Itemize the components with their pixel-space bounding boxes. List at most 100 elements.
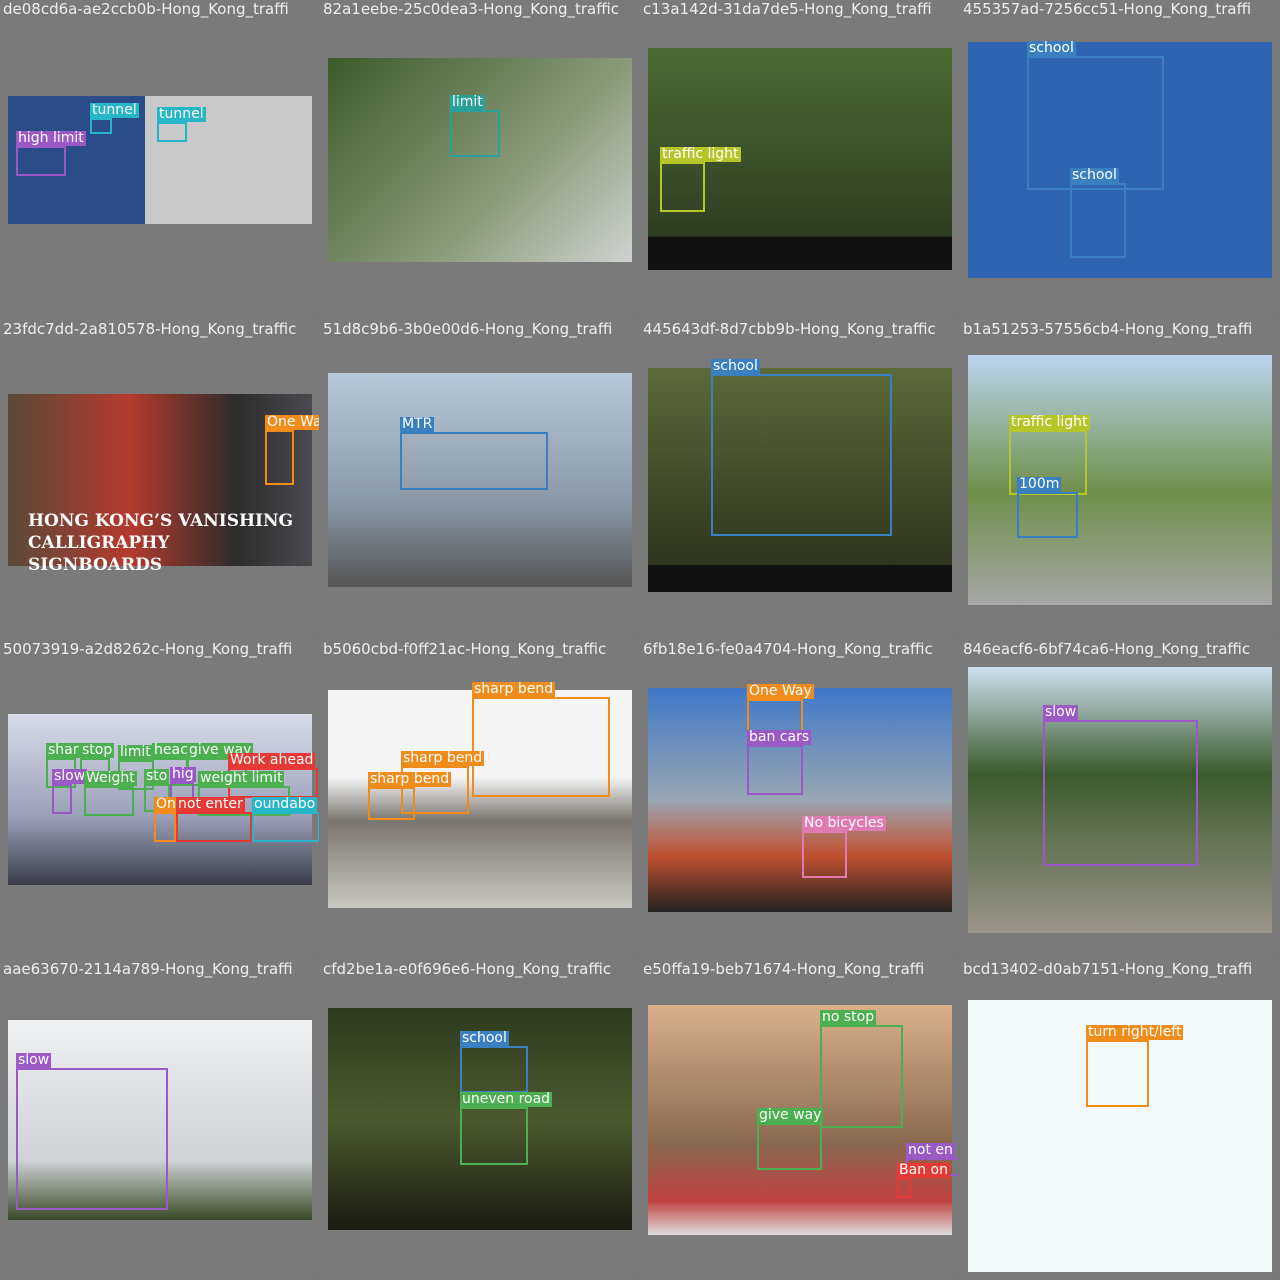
detection-label: stop — [80, 742, 115, 758]
detection-box — [757, 1123, 822, 1170]
detection-label: sharp bend — [368, 771, 452, 787]
detection-label: One Way — [747, 683, 814, 699]
detection-box — [472, 697, 610, 797]
detection-label: school — [1070, 167, 1119, 183]
detection-box — [157, 122, 187, 142]
detection-label: not en — [906, 1142, 955, 1158]
file-name: de08cd6a-ae2ccb0b-Hong_Kong_traffi — [3, 0, 289, 18]
tile: slow 846eacf6-6bf74ca6-Hong_Kong_traffic — [960, 640, 1279, 959]
photo — [328, 373, 632, 587]
file-name: 846eacf6-6bf74ca6-Hong_Kong_traffic — [963, 640, 1251, 658]
detection-label: slow — [16, 1052, 52, 1068]
detection-box — [1070, 183, 1126, 258]
photo — [968, 1000, 1272, 1272]
detection-label: no stop — [820, 1009, 877, 1025]
photo — [968, 42, 1272, 278]
detection-label: limit — [450, 94, 485, 110]
file-name: b5060cbd-f0ff21ac-Hong_Kong_traffic — [323, 640, 607, 658]
detection-box — [1086, 1040, 1149, 1107]
detection-label: Weight — [84, 770, 137, 786]
tile: traffic light 100m b1a51253-57556cb4-Hong_… — [960, 320, 1279, 639]
detection-label: school — [460, 1030, 509, 1046]
file-name: 6fb18e16-fe0a4704-Hong_Kong_traffic — [643, 640, 933, 658]
detection-label: limit — [118, 744, 153, 760]
detection-box — [820, 1025, 903, 1128]
detection-box — [16, 146, 66, 176]
detection-box — [460, 1107, 528, 1165]
detection-label: sto — [144, 768, 170, 784]
file-name: e50ffa19-beb71674-Hong_Kong_traffi — [643, 960, 925, 978]
photo — [328, 58, 632, 262]
tile: school school 455357ad-7256cc51-Hong_Kong_… — [960, 0, 1279, 319]
detection-label: slow — [52, 768, 88, 784]
detection-label: school — [1027, 40, 1076, 56]
tile: no stop give way not en Ban on e50ffa19-beb7… — [640, 960, 959, 1279]
detection-box — [176, 812, 252, 842]
detection-label: 100m — [1017, 476, 1062, 492]
tile: turn right/left bcd13402-d0ab7151-Hong_Ko… — [960, 960, 1279, 1279]
photo — [648, 368, 952, 592]
detection-label: traffic light — [1009, 414, 1090, 430]
detection-label: shar — [46, 742, 81, 758]
photo — [648, 688, 952, 912]
detection-label: turn right/left — [1086, 1024, 1184, 1040]
file-name: 445643df-8d7cbb9b-Hong_Kong_traffic — [643, 320, 936, 338]
photo-caption: HONG KONG’S VANISHING CALLIGRAPHY SIGNBO… — [28, 511, 294, 575]
detection-box — [450, 110, 500, 157]
file-name: 82a1eebe-25c0dea3-Hong_Kong_traffic — [323, 0, 619, 18]
photo — [8, 394, 312, 566]
detection-label: give way — [757, 1107, 824, 1123]
detection-label: traffic light — [660, 146, 741, 162]
detection-box — [84, 786, 134, 816]
detection-label: ban cars — [747, 729, 812, 745]
file-name: 23fdc7dd-2a810578-Hong_Kong_traffic — [3, 320, 297, 338]
detection-label: tunnel — [90, 102, 139, 118]
tile: school uneven road cfd2be1a-e0f696e6-Hong_… — [320, 960, 639, 1279]
detection-box — [711, 374, 892, 536]
detection-box — [1043, 720, 1198, 866]
file-name: aae63670-2114a789-Hong_Kong_traffi — [3, 960, 293, 978]
detection-box — [1017, 492, 1078, 538]
detection-label: On — [154, 796, 178, 812]
detection-label: heac — [152, 742, 190, 758]
tile: limit 82a1eebe-25c0dea3-Hong_Kong_traffic — [320, 0, 639, 319]
detection-label: high limit — [16, 130, 86, 146]
detection-box — [460, 1046, 528, 1093]
detection-label: uneven road — [460, 1091, 553, 1107]
detection-box — [1027, 56, 1164, 190]
detection-box — [252, 812, 319, 842]
detection-box — [400, 432, 548, 490]
photo — [968, 667, 1272, 933]
detection-box — [660, 162, 705, 212]
tile: sharp bend sharp bend sharp bend b5060cbd-f… — [320, 640, 639, 959]
tile: MTR 51d8c9b6-3b0e00d6-Hong_Kong_traffi — [320, 320, 639, 639]
photo — [8, 1020, 312, 1220]
detection-box — [897, 1178, 911, 1198]
file-name: bcd13402-d0ab7151-Hong_Kong_traffi — [963, 960, 1253, 978]
detection-label: sharp bend — [472, 681, 556, 697]
detection-box — [90, 118, 112, 134]
tile: school 445643df-8d7cbb9b-Hong_Kong_traffi… — [640, 320, 959, 639]
detection-label: MTR — [400, 416, 435, 432]
file-name: cfd2be1a-e0f696e6-Hong_Kong_traffic — [323, 960, 612, 978]
detection-label: slow — [1043, 704, 1079, 720]
photo — [328, 690, 632, 908]
detection-box — [802, 831, 847, 878]
detection-label: sharp bend — [401, 750, 485, 766]
tile: One Way ban cars No bicycles 6fb18e16-fe0a4… — [640, 640, 959, 959]
detection-label: One Wa — [265, 415, 319, 430]
tile: traffic light c13a142d-31da7de5-Hong_Kong… — [640, 0, 959, 319]
detection-box — [265, 430, 294, 485]
tile: tunnel tunnel high limit de08cd6a-ae2ccb0b-… — [0, 0, 319, 319]
detection-box — [16, 1068, 168, 1210]
detection-label: school — [711, 358, 760, 374]
detection-label: tunnel — [157, 106, 206, 122]
detection-box — [52, 784, 72, 814]
detection-label: oundabo — [252, 796, 318, 812]
detection-label: Work ahead — [228, 752, 316, 768]
tile: shar stop limit heac give way Work ahead slow W… — [0, 640, 319, 959]
tile: slow aae63670-2114a789-Hong_Kong_traffi — [0, 960, 319, 1279]
detection-label: not enter — [176, 796, 245, 812]
file-name: c13a142d-31da7de5-Hong_Kong_traffi — [643, 0, 932, 18]
